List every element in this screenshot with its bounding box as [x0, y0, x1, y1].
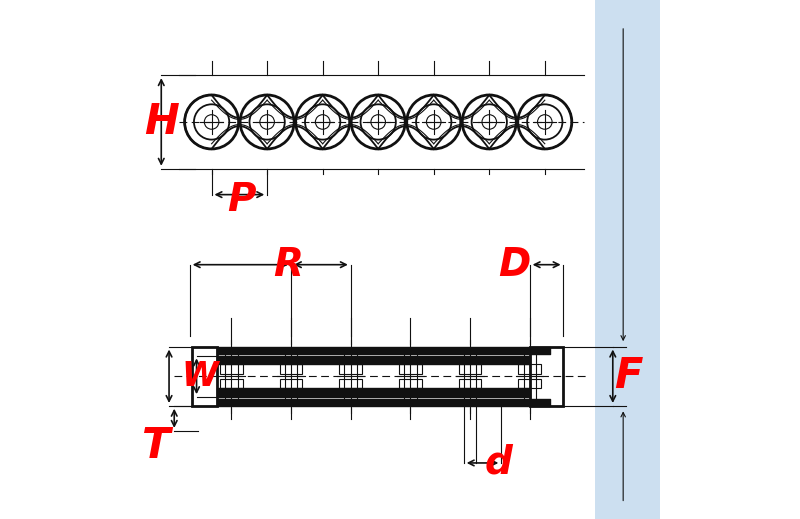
Text: T: T: [142, 426, 170, 467]
Text: d: d: [485, 444, 513, 482]
Text: R: R: [274, 245, 303, 284]
Bar: [399, 364, 422, 374]
Bar: [339, 364, 362, 374]
Text: F: F: [614, 356, 642, 397]
Bar: [518, 364, 541, 374]
Bar: [339, 379, 362, 388]
Text: D: D: [498, 245, 530, 284]
Bar: [225, 353, 238, 400]
Bar: [458, 379, 482, 388]
Bar: [279, 379, 302, 388]
Bar: [345, 353, 357, 400]
Bar: [404, 353, 417, 400]
Bar: [458, 364, 482, 374]
Text: P: P: [227, 181, 256, 219]
Bar: [464, 353, 476, 400]
Bar: [530, 347, 563, 406]
Bar: [220, 364, 242, 374]
Bar: [594, 0, 659, 519]
Bar: [279, 364, 302, 374]
Bar: [399, 379, 422, 388]
Bar: [220, 379, 242, 388]
Text: H: H: [144, 101, 178, 143]
Bar: [285, 353, 298, 400]
Bar: [192, 347, 218, 406]
Bar: [518, 379, 541, 388]
Text: W: W: [182, 360, 218, 393]
Bar: [523, 353, 536, 400]
